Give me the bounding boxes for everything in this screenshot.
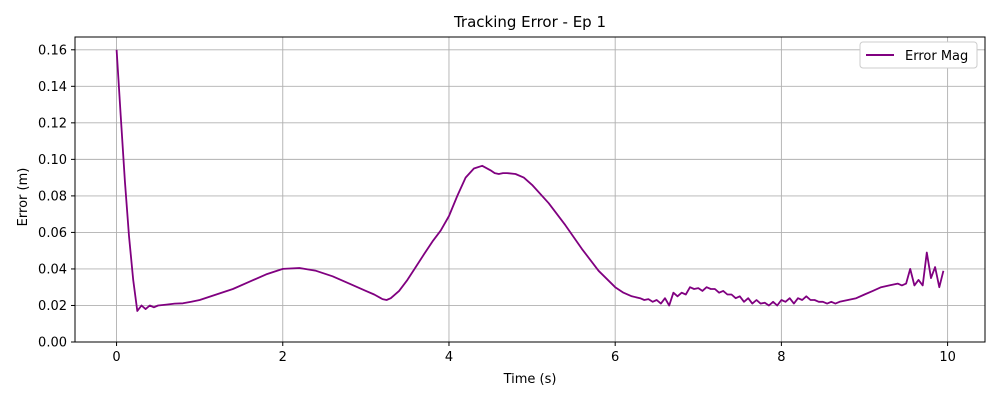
series-layer (115, 49, 945, 312)
legend-label: Error Mag (905, 49, 968, 64)
plot-frame (74, 36, 986, 343)
legend-box (859, 41, 978, 69)
y-tick-label: 0.16 (38, 43, 67, 58)
x-tick-label: 0 (112, 350, 120, 365)
x-tick-label: 6 (611, 350, 619, 365)
y-tick-label: 0.10 (38, 153, 67, 168)
y-tick-label: 0.12 (38, 116, 67, 131)
series-line (115, 49, 945, 312)
x-tick-label: 4 (445, 350, 453, 365)
y-tick-label: 0.00 (38, 336, 67, 351)
y-tick-label: 0.02 (38, 299, 67, 314)
y-tick-label: 0.04 (38, 262, 67, 277)
x-tick-label: 8 (777, 350, 785, 365)
x-axis: 0 2 4 6 8 10 (112, 342, 956, 365)
legend: Error Mag (859, 41, 978, 69)
y-axis: 0.00 0.02 0.04 0.06 0.08 0.10 0.12 0.14 0.16 (38, 43, 75, 351)
x-axis-label: Time (s) (503, 372, 557, 387)
x-tick-label: 10 (939, 350, 956, 365)
grid-lines (75, 37, 985, 343)
y-tick-label: 0.08 (38, 189, 67, 204)
y-axis-label: Error (m) (16, 168, 31, 227)
chart-title: Tracking Error - Ep 1 (453, 13, 606, 31)
y-tick-label: 0.06 (38, 226, 67, 241)
x-tick-label: 2 (279, 350, 287, 365)
y-tick-label: 0.14 (38, 80, 67, 95)
